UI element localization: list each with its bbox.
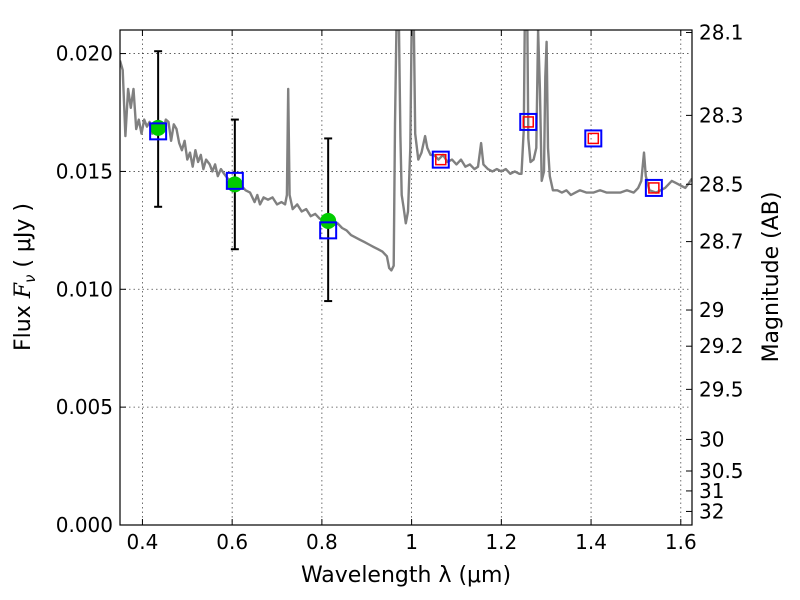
y-tick-label: 0.015	[56, 159, 113, 183]
magnitude-tick-label: 29	[699, 298, 724, 322]
model-square-blue	[225, 171, 244, 190]
y-axis-title-units: ( μJy )	[11, 203, 36, 275]
y-tick-label: 0.005	[56, 395, 113, 419]
x-tick-labels: 0.4 0.6 0.8 1 1.2 1.4 1.6	[127, 530, 697, 554]
observed-point	[320, 212, 337, 229]
x-tick-label: 1	[405, 530, 418, 554]
y-axis-title-symbol: F	[11, 282, 36, 299]
right-axis-title: Magnitude (AB)	[759, 192, 784, 363]
tick-layer	[120, 30, 692, 526]
x-tick-label: 0.4	[127, 530, 159, 554]
model-square-blue	[584, 129, 603, 148]
model-square-red	[435, 153, 447, 166]
grid-layer	[120, 30, 692, 525]
y-tick-labels: 0.000 0.005 0.010 0.015 0.020	[56, 42, 113, 537]
magnitude-tick-label: 29.2	[699, 334, 744, 358]
magnitude-tick-label: 30	[699, 427, 724, 451]
x-tick-label: 1.2	[485, 530, 517, 554]
magnitude-tick-label: 32	[699, 499, 724, 523]
magnitude-tick-label: 31	[699, 479, 724, 503]
x-tick-label: 0.8	[306, 530, 338, 554]
model-spectrum-line	[120, 30, 692, 272]
model-square-red	[587, 132, 600, 145]
y-tick-label: 0.020	[56, 42, 113, 66]
y-tick-label: 0.010	[56, 277, 113, 301]
magnitude-tick-label: 28.1	[699, 21, 744, 45]
model-squares-layer	[149, 112, 663, 240]
plot-frame	[119, 29, 693, 526]
y-axis-title-subscript: ν	[21, 275, 39, 283]
model-square-blue	[519, 112, 538, 131]
model-square-red	[522, 116, 535, 128]
observed-point	[150, 119, 167, 136]
x-axis-title: Wavelength λ (μm)	[301, 563, 511, 588]
model-square-blue	[431, 150, 450, 169]
model-square-blue	[644, 178, 663, 197]
y-axis-title-prefix: Flux	[11, 298, 36, 351]
magnitude-tick-label: 28.5	[699, 172, 744, 196]
y-tick-label: 0.000	[56, 513, 113, 537]
model-square-blue	[149, 122, 168, 141]
y-axis-title: Flux Fν ( μJy )	[11, 203, 39, 351]
model-square-blue	[319, 221, 338, 240]
magnitude-tick-label: 29.5	[699, 377, 744, 401]
x-tick-label: 1.4	[575, 530, 607, 554]
observed-point	[226, 176, 243, 193]
model-square-red	[648, 182, 660, 194]
magnitude-tick-label: 30.5	[699, 459, 744, 483]
magnitude-tick-label: 28.7	[699, 230, 744, 254]
magnitude-tick-label: 28.3	[699, 103, 744, 127]
plot-area	[120, 30, 692, 303]
x-tick-label: 0.6	[216, 530, 248, 554]
x-tick-label: 1.6	[665, 530, 697, 554]
